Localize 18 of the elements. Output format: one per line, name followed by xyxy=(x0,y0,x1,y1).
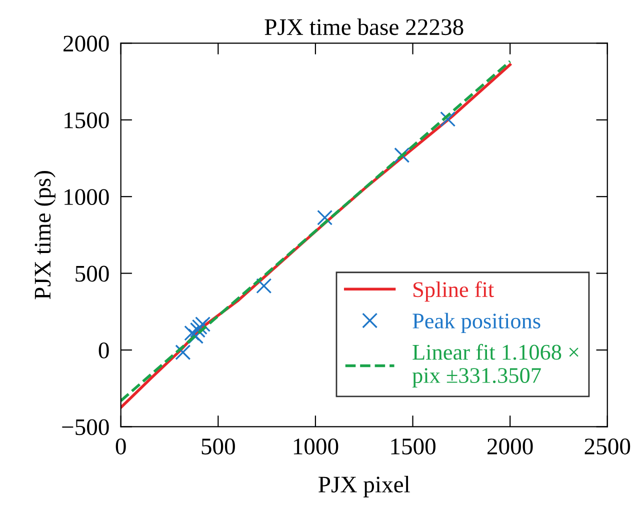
y-tick-label: 2000 xyxy=(64,36,109,52)
y-tick-label: 1500 xyxy=(64,112,109,128)
y-tick-label: 0 xyxy=(98,342,109,358)
x-tick-label: 1500 xyxy=(391,438,436,454)
x-axis-title: PJX pixel xyxy=(318,476,410,498)
y-tick-label: 1000 xyxy=(64,189,109,206)
x-tick-label: 2000 xyxy=(488,438,533,454)
x-tick-label: 1000 xyxy=(294,438,338,454)
x-tick-label: 500 xyxy=(202,438,235,454)
legend-label: Peak positions xyxy=(412,312,540,334)
chart-title: PJX time base 22238 xyxy=(264,18,464,36)
x-tick-label: 0 xyxy=(116,438,126,454)
y-tick-label: 500 xyxy=(76,266,109,282)
legend-label: Linear fit 1.1068 × pix ±331.3507 xyxy=(412,344,578,388)
legend-label: Spline fit xyxy=(414,281,494,302)
y-axis-title: PJX time (ps) xyxy=(34,171,56,300)
y-tick-label: −500 xyxy=(62,419,109,436)
x-tick-label: 2500 xyxy=(584,438,630,454)
